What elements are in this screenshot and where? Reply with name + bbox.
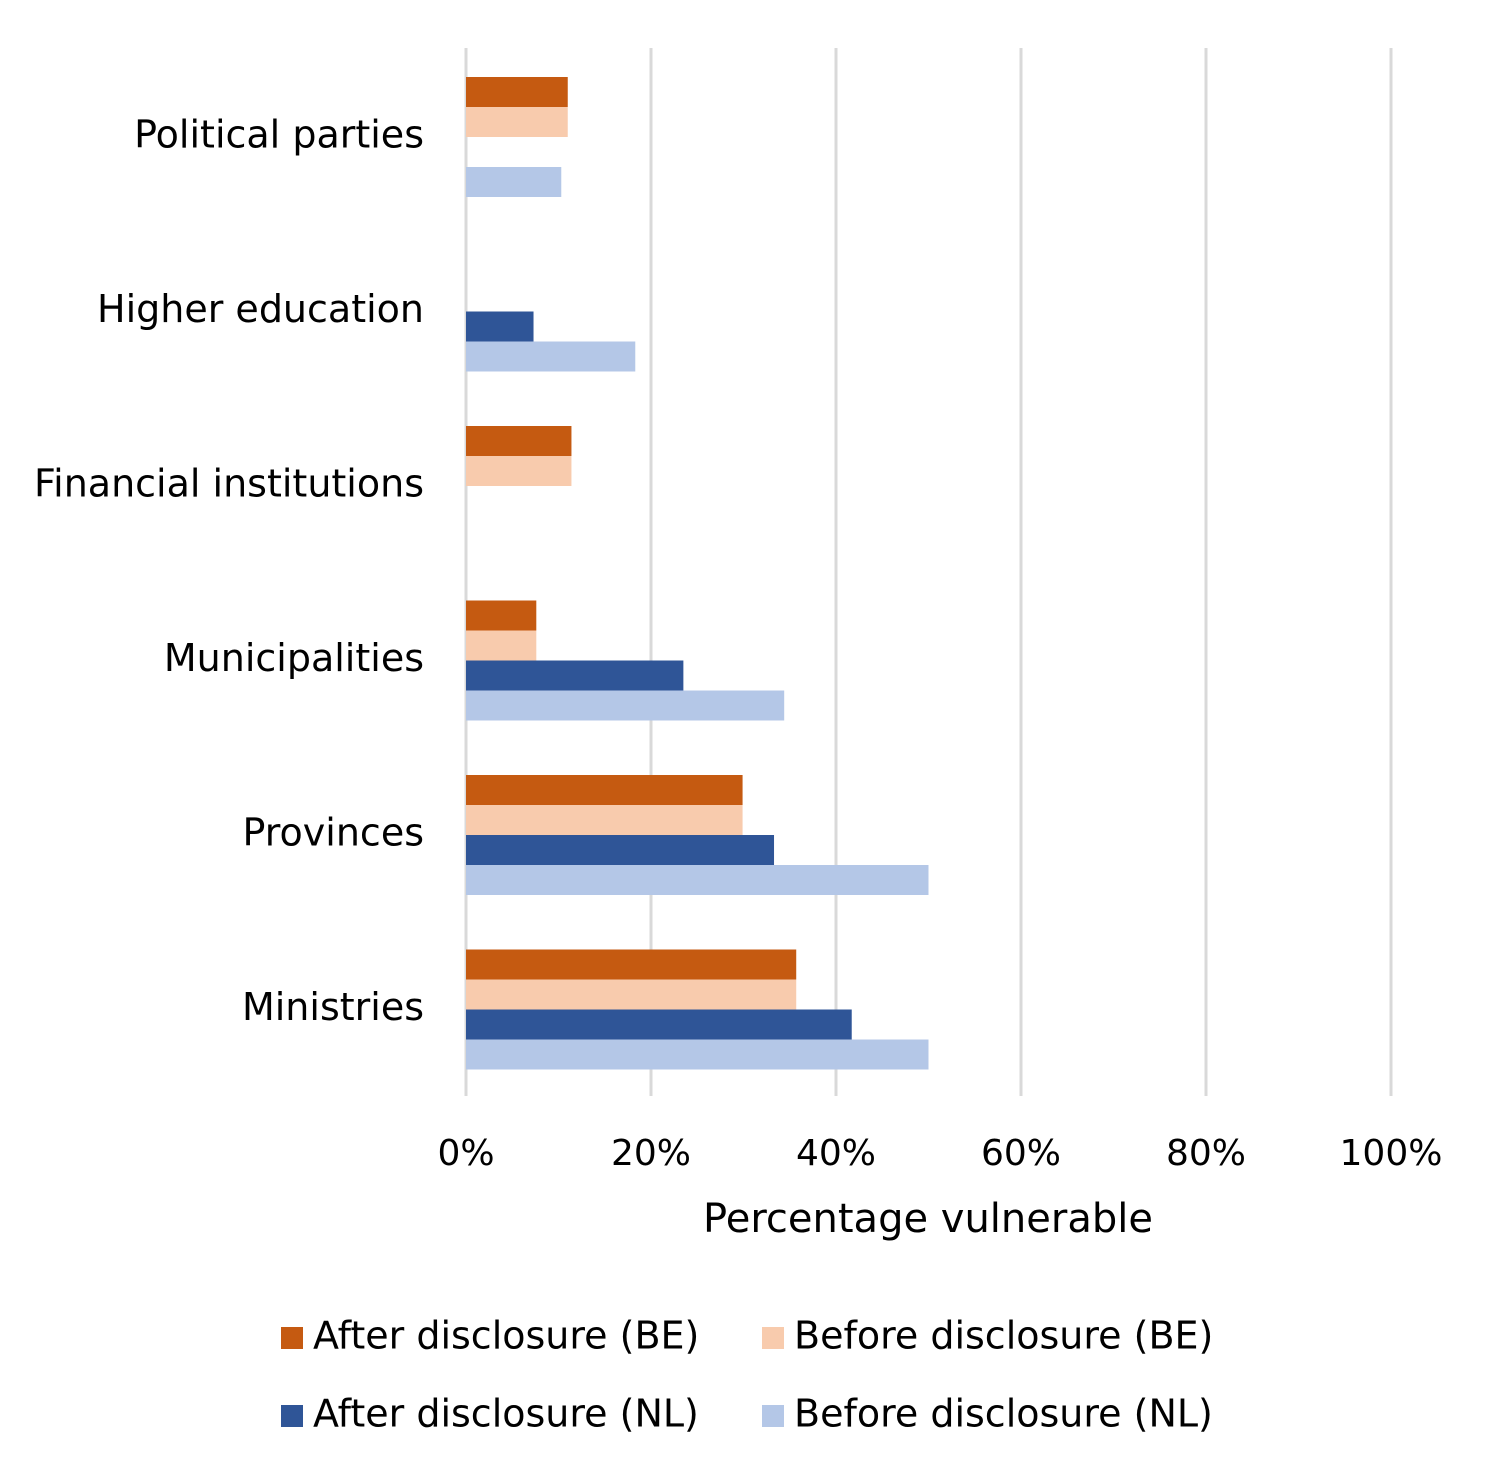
bar [466,311,534,342]
gridlines [464,48,1393,1096]
bar [466,949,797,980]
legend-swatch [281,1405,303,1427]
category-label: Ministries [242,985,424,1029]
category-label: Higher education [97,287,424,331]
x-tick-label: 20% [611,1133,691,1174]
bar [466,456,572,486]
legend-label: After disclosure (NL) [313,1392,699,1436]
x-tick-labels: 0% 20% 40% 60% 80% 100% [437,1133,1442,1174]
bar [466,107,568,137]
category-labels: Political parties Higher education Financi… [34,113,424,1030]
x-tick-label: 0% [437,1133,494,1174]
bar [466,1009,852,1040]
bars [466,77,929,1070]
x-tick-label: 100% [1340,1133,1443,1174]
bar [466,167,562,197]
category-label: Financial institutions [34,462,424,506]
legend: After disclosure (BE) Before disclosure (… [281,1314,1213,1436]
legend-label: After disclosure (BE) [313,1314,699,1358]
bar [466,835,775,865]
bar [466,77,568,107]
legend-label: Before disclosure (BE) [794,1314,1213,1358]
x-tick-label: 80% [1166,1133,1246,1174]
legend-swatch [281,1327,303,1349]
bar [466,426,572,456]
x-tick-label: 60% [981,1133,1061,1174]
bar [466,630,537,661]
bar [466,660,684,691]
bar [466,865,929,895]
bar [466,690,785,721]
category-label: Political parties [134,113,424,157]
x-axis-title: Percentage vulnerable [703,1196,1153,1242]
bar [466,341,636,372]
category-label: Municipalities [164,636,424,680]
bar [466,775,743,805]
legend-swatch [762,1327,784,1349]
x-tick-label: 40% [796,1133,876,1174]
bar [466,979,797,1010]
category-label: Provinces [243,811,424,855]
bar [466,1039,929,1070]
legend-label: Before disclosure (NL) [794,1392,1213,1436]
legend-swatch [762,1405,784,1427]
bar [466,805,743,835]
bar [466,600,537,631]
